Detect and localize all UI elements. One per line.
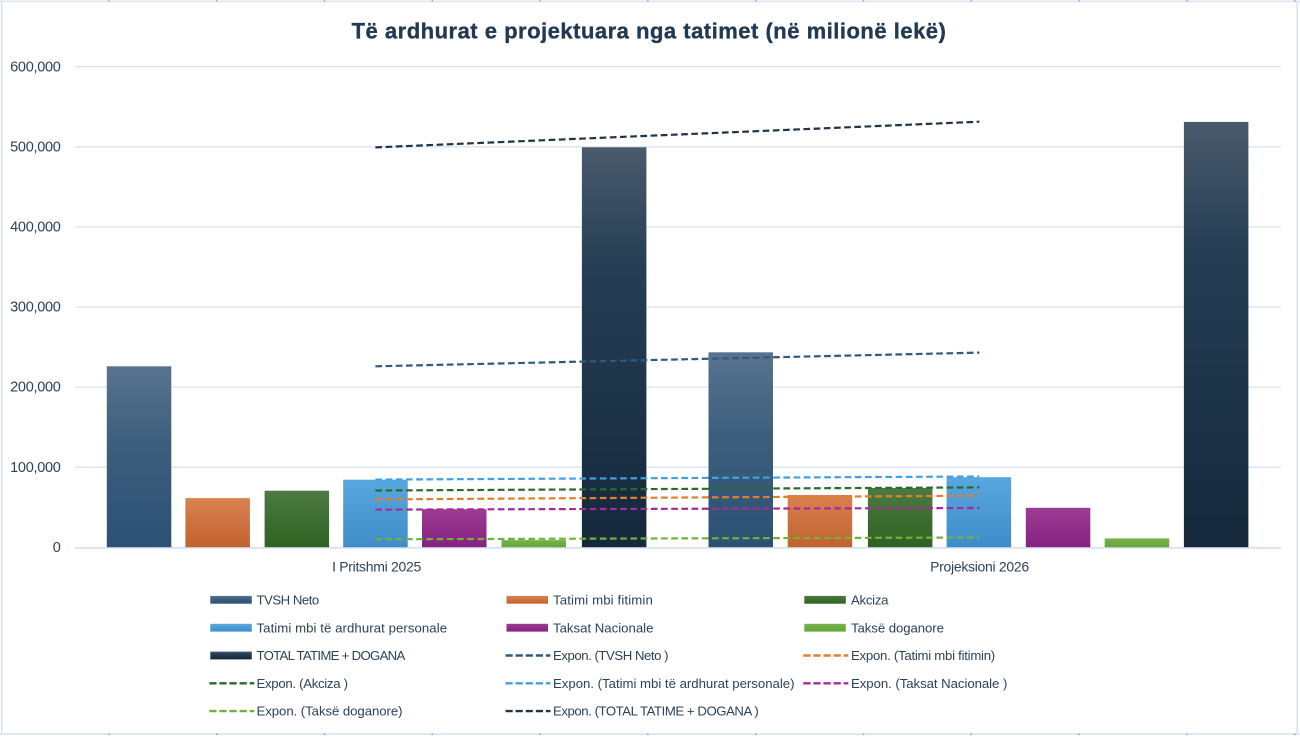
svg-text:Expon. (Tatimi mbi fitimin): Expon. (Tatimi mbi fitimin) [851,648,995,663]
svg-text:Expon. (Taksat Nacionale ): Expon. (Taksat Nacionale ) [851,676,1007,691]
svg-text:Expon. (Tatimi mbi të ardhurat: Expon. (Tatimi mbi të ardhurat personale… [553,676,794,691]
svg-text:300,000: 300,000 [10,300,61,316]
svg-text:Tatimi mbi fitimin: Tatimi mbi fitimin [553,592,653,607]
svg-text:Expon. (Taksë doganore): Expon. (Taksë doganore) [257,704,403,719]
svg-text:I Pritshmi 2025: I Pritshmi 2025 [332,559,421,575]
svg-text:TOTAL TATIME + DOGANA: TOTAL TATIME + DOGANA [257,648,406,663]
svg-text:Taksë doganore: Taksë doganore [851,620,944,635]
svg-text:Projeksioni 2026: Projeksioni 2026 [930,559,1029,575]
svg-text:500,000: 500,000 [10,139,61,155]
svg-text:TVSH Neto: TVSH Neto [257,592,319,607]
svg-text:Expon. (TOTAL TATIME + DOGANA: Expon. (TOTAL TATIME + DOGANA ) [553,704,758,719]
svg-text:Expon. (Akciza ): Expon. (Akciza ) [257,676,348,691]
svg-text:Tatimi mbi të ardhurat persona: Tatimi mbi të ardhurat personale [257,620,448,635]
svg-text:Të ardhurat e projektuara nga: Të ardhurat e projektuara nga tatimet (n… [352,19,947,44]
svg-text:200,000: 200,000 [10,380,61,396]
svg-text:Expon. (TVSH Neto ): Expon. (TVSH Neto ) [553,648,668,663]
svg-text:0: 0 [53,540,61,556]
svg-text:600,000: 600,000 [10,59,61,75]
svg-text:Akciza: Akciza [851,592,889,607]
svg-text:Taksat Nacionale: Taksat Nacionale [553,620,653,635]
svg-text:400,000: 400,000 [10,220,61,236]
svg-text:100,000: 100,000 [10,460,61,476]
